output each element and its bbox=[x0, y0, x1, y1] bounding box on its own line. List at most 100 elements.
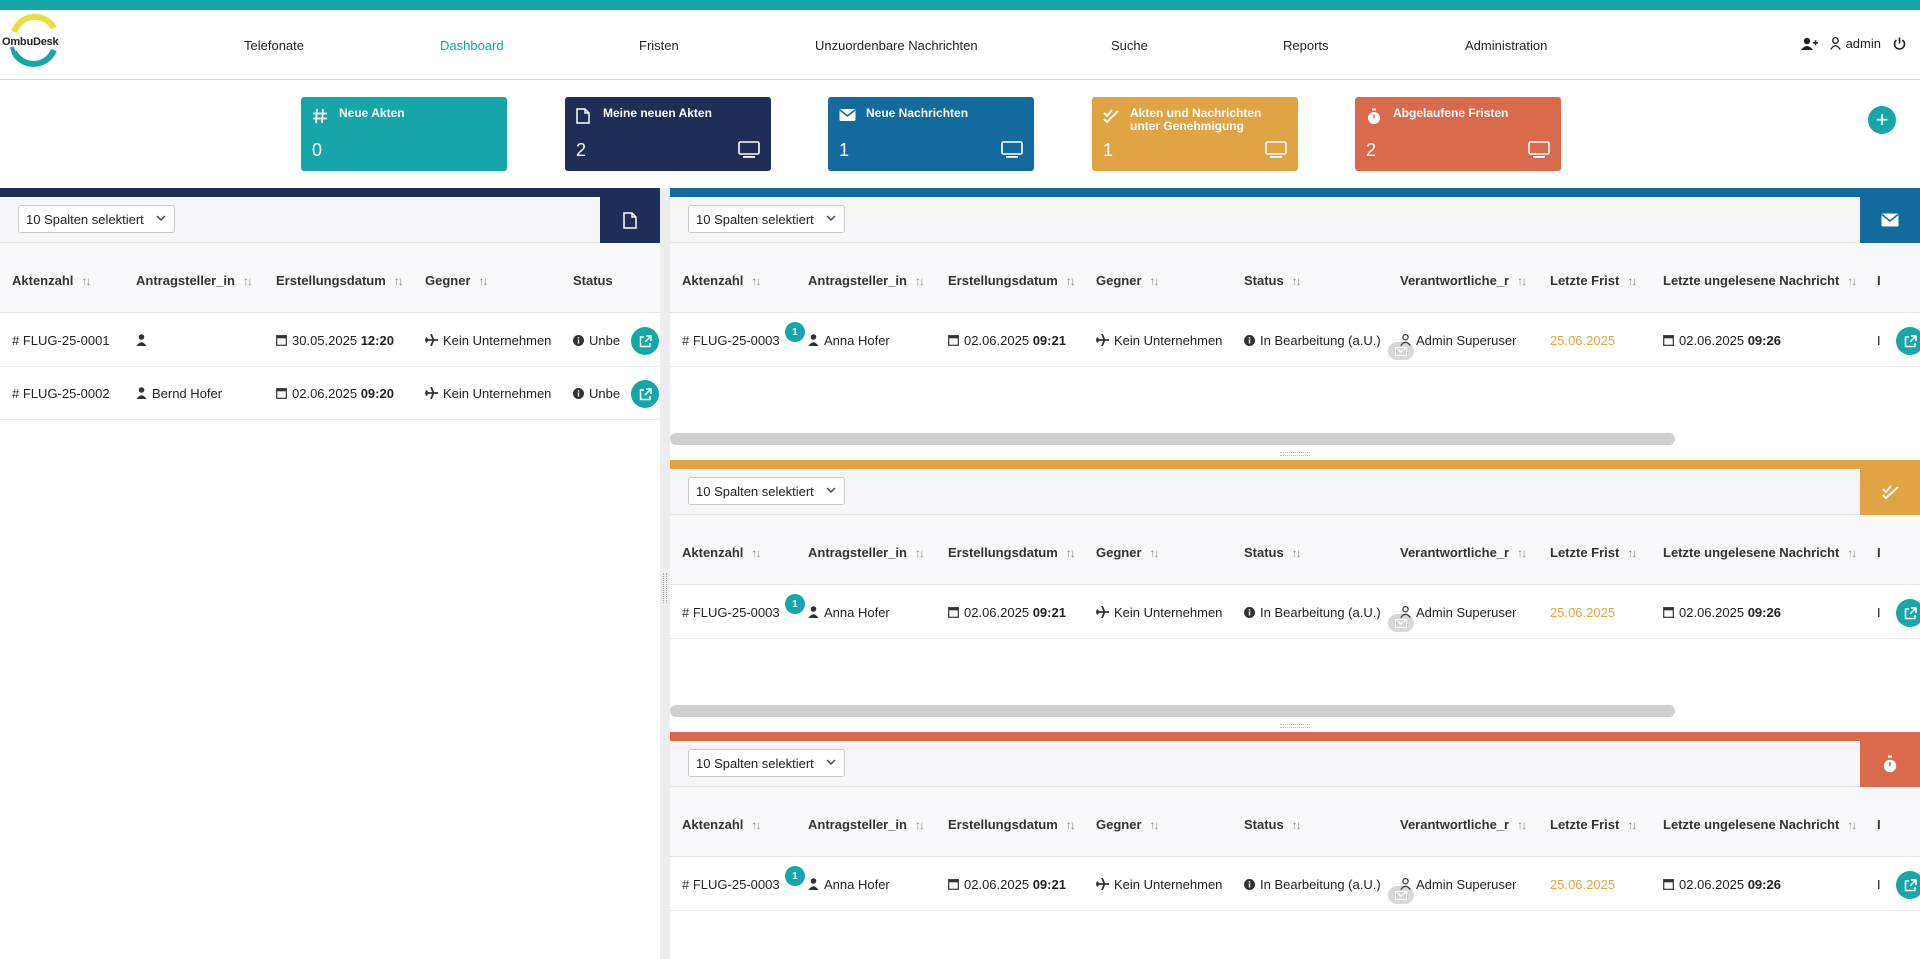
col-header-letzte-nachricht[interactable]: Letzte ungelesene Nachricht ↑↓ bbox=[1663, 817, 1857, 832]
col-header-letzte-nachricht[interactable]: Letzte ungelesene Nachricht ↑↓ bbox=[1663, 273, 1857, 288]
open-external-button[interactable] bbox=[1896, 599, 1920, 627]
nav-administration[interactable]: Administration bbox=[1465, 38, 1548, 53]
double-check-icon bbox=[1103, 108, 1119, 124]
panel-tab-messages[interactable] bbox=[1860, 197, 1920, 243]
monitor-icon[interactable] bbox=[1528, 141, 1550, 159]
table-row[interactable]: # FLUG-25-0002 Bernd Hofer 02.06.2025 09… bbox=[0, 367, 660, 420]
col-header-erstellungsdatum[interactable]: Erstellungsdatum ↑↓ bbox=[948, 817, 1076, 832]
card-neue-akten[interactable]: Neue Akten 0 bbox=[301, 97, 507, 171]
table-row[interactable]: # FLUG-25-0001 30.05.2025 12:20 Kein Unt… bbox=[0, 314, 660, 367]
nav-suche[interactable]: Suche bbox=[1111, 38, 1148, 53]
open-external-button[interactable] bbox=[631, 380, 659, 408]
sort-icon: ↑↓ bbox=[1517, 546, 1527, 560]
resize-grip[interactable] bbox=[1280, 452, 1310, 456]
panel-tab-approval[interactable] bbox=[1860, 469, 1920, 515]
panel-toolbar: 10 Spalten selektiert bbox=[670, 469, 1920, 515]
col-header-gegner[interactable]: Gegner ↑↓ bbox=[1096, 273, 1160, 288]
col-header-letzte-frist[interactable]: Letzte Frist ↑↓ bbox=[1550, 817, 1637, 832]
col-header-erstellungsdatum[interactable]: Erstellungsdatum ↑↓ bbox=[948, 545, 1076, 560]
col-header-verantwortliche[interactable]: Verantwortliche_r ↑↓ bbox=[1400, 545, 1527, 560]
col-header-truncated[interactable]: I bbox=[1877, 817, 1881, 832]
col-header-antragsteller[interactable]: Antragsteller_in ↑↓ bbox=[808, 817, 925, 832]
cell-status: In Bearbeitung (a.U.) bbox=[1244, 333, 1381, 348]
col-header-erstellungsdatum[interactable]: Erstellungsdatum ↑↓ bbox=[948, 273, 1076, 288]
panel-accent-bar bbox=[0, 188, 660, 197]
mail-icon[interactable] bbox=[1388, 342, 1414, 360]
col-header-gegner[interactable]: Gegner ↑↓ bbox=[1096, 545, 1160, 560]
col-header-erstellungsdatum[interactable]: Erstellungsdatum ↑↓ bbox=[276, 273, 404, 288]
user-menu[interactable]: admin bbox=[1829, 36, 1881, 51]
col-header-status[interactable]: Status ↑↓ bbox=[1244, 817, 1302, 832]
sort-icon: ↑↓ bbox=[1149, 546, 1160, 560]
ombudesk-logo[interactable]: OmbuDesk bbox=[2, 13, 80, 72]
nav-fristen[interactable]: Fristen bbox=[639, 38, 679, 53]
table-row[interactable]: # FLUG-25-0003 1 Anna Hofer 02.06.2025 0… bbox=[670, 858, 1920, 911]
col-header-status[interactable]: Status ↑↓ bbox=[1244, 545, 1302, 560]
panel-tab-deadlines[interactable] bbox=[1860, 741, 1920, 787]
vertical-splitter[interactable] bbox=[660, 188, 670, 959]
nav-telefonate[interactable]: Telefonate bbox=[244, 38, 304, 53]
col-header-truncated[interactable]: I bbox=[1877, 545, 1881, 560]
add-user-icon[interactable] bbox=[1800, 37, 1818, 51]
column-select-label: 10 Spalten selektiert bbox=[26, 212, 144, 227]
col-header-verantwortliche[interactable]: Verantwortliche_r ↑↓ bbox=[1400, 817, 1527, 832]
monitor-icon[interactable] bbox=[738, 141, 760, 159]
col-header-aktenzahl[interactable]: Aktenzahl ↑↓ bbox=[12, 273, 91, 288]
resize-grip[interactable] bbox=[1280, 724, 1310, 728]
col-header-letzte-frist[interactable]: Letzte Frist ↑↓ bbox=[1550, 273, 1637, 288]
power-icon[interactable] bbox=[1893, 37, 1906, 50]
column-select[interactable]: 10 Spalten selektiert bbox=[688, 477, 845, 505]
col-header-aktenzahl[interactable]: Aktenzahl ↑↓ bbox=[682, 273, 761, 288]
horizontal-scrollbar[interactable] bbox=[670, 705, 1675, 717]
open-external-button[interactable] bbox=[631, 327, 659, 355]
col-header-aktenzahl[interactable]: Aktenzahl ↑↓ bbox=[682, 545, 761, 560]
card-neue-nachrichten[interactable]: Neue Nachrichten 1 bbox=[828, 97, 1034, 171]
monitor-icon[interactable] bbox=[1265, 141, 1287, 159]
nav-unzuordenbare-nachrichten[interactable]: Unzuordenbare Nachrichten bbox=[815, 38, 978, 53]
cell-letzte-frist: 25.06.2025 bbox=[1550, 877, 1616, 892]
card-meine-neuen-akten[interactable]: Meine neuen Akten 2 bbox=[565, 97, 771, 171]
person-icon bbox=[808, 334, 819, 346]
open-external-button[interactable] bbox=[1896, 871, 1920, 899]
chevron-down-icon bbox=[826, 215, 836, 221]
sort-icon: ↑↓ bbox=[1627, 274, 1637, 288]
col-header-status[interactable]: Status bbox=[573, 273, 613, 288]
table-row[interactable]: # FLUG-25-0003 1 Anna Hofer 02.06.2025 0… bbox=[670, 586, 1920, 639]
panel-accent-bar bbox=[670, 732, 1920, 741]
col-header-letzte-frist[interactable]: Letzte Frist ↑↓ bbox=[1550, 545, 1637, 560]
col-header-antragsteller[interactable]: Antragsteller_in ↑↓ bbox=[808, 545, 925, 560]
column-select[interactable]: 10 Spalten selektiert bbox=[688, 205, 845, 233]
panel-tab-file[interactable] bbox=[600, 197, 660, 243]
column-select-label: 10 Spalten selektiert bbox=[696, 756, 814, 771]
horizontal-scrollbar[interactable] bbox=[670, 433, 1675, 445]
col-header-antragsteller[interactable]: Antragsteller_in ↑↓ bbox=[808, 273, 925, 288]
card-unter-genehmigung[interactable]: Akten und Nachrichten unter Genehmigung … bbox=[1092, 97, 1298, 171]
sort-icon: ↑↓ bbox=[478, 274, 489, 288]
col-header-gegner[interactable]: Gegner ↑↓ bbox=[425, 273, 489, 288]
nav-dashboard[interactable]: Dashboard bbox=[440, 38, 504, 53]
column-select[interactable]: 10 Spalten selektiert bbox=[688, 749, 845, 777]
monitor-icon[interactable] bbox=[1001, 141, 1023, 159]
col-header-status[interactable]: Status ↑↓ bbox=[1244, 273, 1302, 288]
mail-icon[interactable] bbox=[1388, 886, 1414, 904]
person-icon bbox=[136, 387, 147, 399]
column-select[interactable]: 10 Spalten selektiert bbox=[18, 205, 175, 233]
add-button[interactable]: + bbox=[1868, 106, 1896, 134]
col-header-truncated[interactable]: I bbox=[1877, 273, 1881, 288]
col-header-aktenzahl[interactable]: Aktenzahl ↑↓ bbox=[682, 817, 761, 832]
nav-reports[interactable]: Reports bbox=[1283, 38, 1329, 53]
table-row[interactable]: # FLUG-25-0003 1 Anna Hofer 02.06.2025 0… bbox=[670, 314, 1920, 367]
card-abgelaufene-fristen[interactable]: Abgelaufene Fristen 2 bbox=[1355, 97, 1561, 171]
col-header-verantwortliche[interactable]: Verantwortliche_r ↑↓ bbox=[1400, 273, 1527, 288]
calendar-icon bbox=[948, 335, 959, 346]
col-header-gegner[interactable]: Gegner ↑↓ bbox=[1096, 817, 1160, 832]
cell-erstellungsdatum: 02.06.2025 09:21 bbox=[948, 877, 1066, 892]
col-header-antragsteller[interactable]: Antragsteller_in ↑↓ bbox=[136, 273, 253, 288]
open-external-button[interactable] bbox=[1896, 327, 1920, 355]
mail-icon[interactable] bbox=[1388, 614, 1414, 632]
cell-truncated: I bbox=[1877, 605, 1881, 620]
cell-status: Unbe bbox=[573, 333, 621, 348]
external-link-icon bbox=[1904, 878, 1917, 891]
col-header-letzte-nachricht[interactable]: Letzte ungelesene Nachricht ↑↓ bbox=[1663, 545, 1857, 560]
panel-accent-bar bbox=[670, 460, 1920, 469]
